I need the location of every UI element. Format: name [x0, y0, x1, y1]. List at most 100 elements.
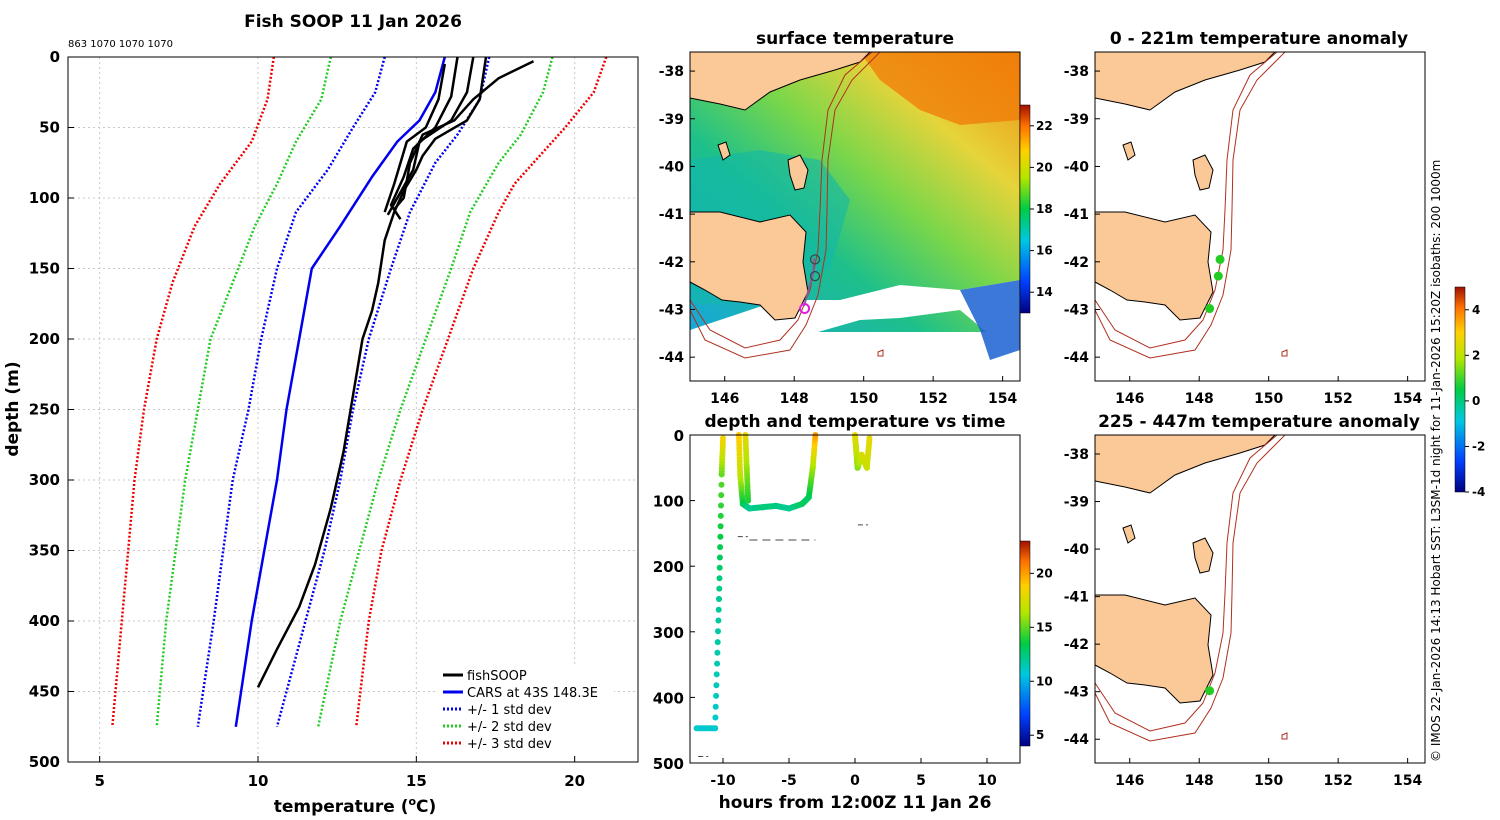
profile-ytick-label: 50 [39, 119, 60, 137]
profile-series-line [389, 56, 459, 220]
anom2-xtick-label: 152 [1324, 773, 1353, 789]
anom1-yticks: -38 -39 -40 -41 -42 -43 -44 [1064, 64, 1100, 366]
time-point [718, 481, 725, 488]
legend-label-cars: CARS at 43S 148.3E [467, 686, 598, 701]
sst-map [690, 52, 1020, 381]
anom2-xticks: 146 148 150 152 154 [1115, 758, 1422, 789]
time-point [713, 671, 720, 678]
sst-xtick-label: 146 [710, 391, 739, 407]
time-ytick-label: 100 [653, 493, 684, 511]
profile-series-line [393, 60, 535, 211]
anom2-xtick-label: 154 [1393, 773, 1422, 789]
profile-grid [68, 56, 638, 763]
anom2-ytick-label: -41 [1064, 590, 1089, 606]
sst-track-points [799, 254, 821, 315]
anom2-frame [1094, 434, 1426, 764]
anom2-xtick-label: 148 [1185, 773, 1214, 789]
profile-xtick-label: 10 [248, 772, 269, 790]
legend-label-3std: +/- 3 std dev [467, 737, 552, 752]
side-note: © IMOS 22-Jan-2026 14:13 Hobart SST: L3S… [1429, 160, 1443, 762]
time-ytick-label: 0 [674, 427, 684, 445]
time-point [717, 523, 724, 530]
time-xtick-label: 10 [977, 773, 997, 789]
time-point [745, 497, 752, 504]
time-point [718, 502, 724, 509]
time-yticks: 0 100 200 300 400 500 [653, 427, 695, 773]
anom1-point [1213, 271, 1223, 281]
time-point [714, 639, 721, 646]
time-ytick-label: 500 [653, 755, 684, 773]
sst-ytick-label: -40 [659, 159, 685, 175]
time-point [717, 512, 724, 519]
profile-legend: fishSOOP CARS at 43S 148.3E +/- 1 std de… [438, 664, 614, 756]
anom1-map [1095, 52, 1425, 381]
time-point [713, 692, 720, 699]
profile-series-line [256, 56, 488, 688]
profile-ytick-label: 250 [29, 401, 60, 419]
time-xtick-label: 0 [850, 773, 860, 789]
anom1-ytick-label: -40 [1064, 159, 1090, 175]
time-xticks: -10 -5 0 5 10 [710, 758, 997, 789]
time-point [713, 682, 720, 689]
time-point [715, 617, 722, 624]
time-xtick-label: 5 [916, 773, 926, 789]
time-ytick-label: 200 [653, 558, 684, 576]
legend-label-1std: +/- 1 std dev [467, 703, 552, 718]
sst-ytick-label: -41 [659, 207, 684, 223]
profile-series-line [111, 56, 276, 727]
time-point [716, 596, 722, 602]
time-point [716, 554, 723, 561]
profile-series-line [354, 56, 608, 727]
time-ytick-label: 300 [653, 624, 684, 642]
profile-ytick-label: 0 [50, 48, 60, 66]
profile-series-line [234, 56, 447, 727]
profile-ytick-label: 200 [29, 330, 60, 348]
profile-ytick-label: 450 [29, 683, 60, 701]
anom1-ytick-label: -42 [1064, 255, 1089, 271]
anom1-ytick-label: -44 [1064, 350, 1090, 366]
time-colorbar-ticks: 20 15 10 5 [1030, 566, 1053, 742]
profile-ytick-label: 500 [29, 753, 60, 771]
profile-xtick-label: 20 [564, 772, 585, 790]
time-point [712, 714, 719, 721]
time-point [718, 492, 725, 499]
time-point [715, 628, 721, 635]
anom1-xtick-label: 154 [1393, 391, 1422, 407]
anom2-ytick-label: -38 [1064, 447, 1089, 463]
sst-track-point [809, 271, 821, 282]
time-ytick-label: 400 [653, 689, 684, 707]
sst-colorbar-tick-label: 14 [1036, 285, 1053, 299]
time-colorbar [1019, 540, 1031, 747]
anom1-xtick-label: 146 [1115, 391, 1144, 407]
anom1-xtick-label: 152 [1324, 391, 1353, 407]
anom2-point [1205, 686, 1215, 696]
time-xtick-label: -10 [710, 773, 736, 789]
sst-colorbar-tick-label: 18 [1036, 202, 1053, 216]
anom1-title: 0 - 221m temperature anomaly [1110, 29, 1408, 49]
profile-xlabel: temperature (oC) [274, 795, 437, 817]
sst-ytick-label: -38 [659, 64, 684, 80]
anom1-ytick-label: -41 [1064, 207, 1089, 223]
time-point [716, 575, 723, 582]
sst-track-point [799, 303, 811, 315]
sst-xtick-label: 154 [988, 391, 1017, 407]
time-xtick-label: -5 [781, 773, 797, 789]
sst-ytick-label: -42 [659, 255, 684, 271]
anom-colorbar-tick-label: -4 [1472, 485, 1485, 499]
time-point [714, 660, 721, 667]
anom2-xtick-label: 146 [1115, 773, 1144, 789]
anom2-xtick-label: 150 [1254, 773, 1283, 789]
anom1-frame [1094, 51, 1426, 382]
time-colorbar-tick-label: 10 [1036, 674, 1053, 688]
anom1-xtick-label: 148 [1185, 391, 1214, 407]
anom2-yticks: -38 -39 -40 -41 -42 -43 -44 [1064, 447, 1100, 748]
legend-label-fishsoop: fishSOOP [467, 669, 527, 684]
profile-ytick-label: 150 [29, 260, 60, 278]
time-point [866, 435, 873, 442]
anom1-xtick-label: 150 [1254, 391, 1283, 407]
sst-track-point [809, 254, 821, 265]
sst-colorbar-tick-label: 22 [1036, 119, 1053, 133]
profile-xtick-label: 15 [406, 772, 427, 790]
sst-colorbar-ticks: 22 20 18 16 14 [1030, 119, 1053, 299]
profile-lines [111, 56, 608, 728]
